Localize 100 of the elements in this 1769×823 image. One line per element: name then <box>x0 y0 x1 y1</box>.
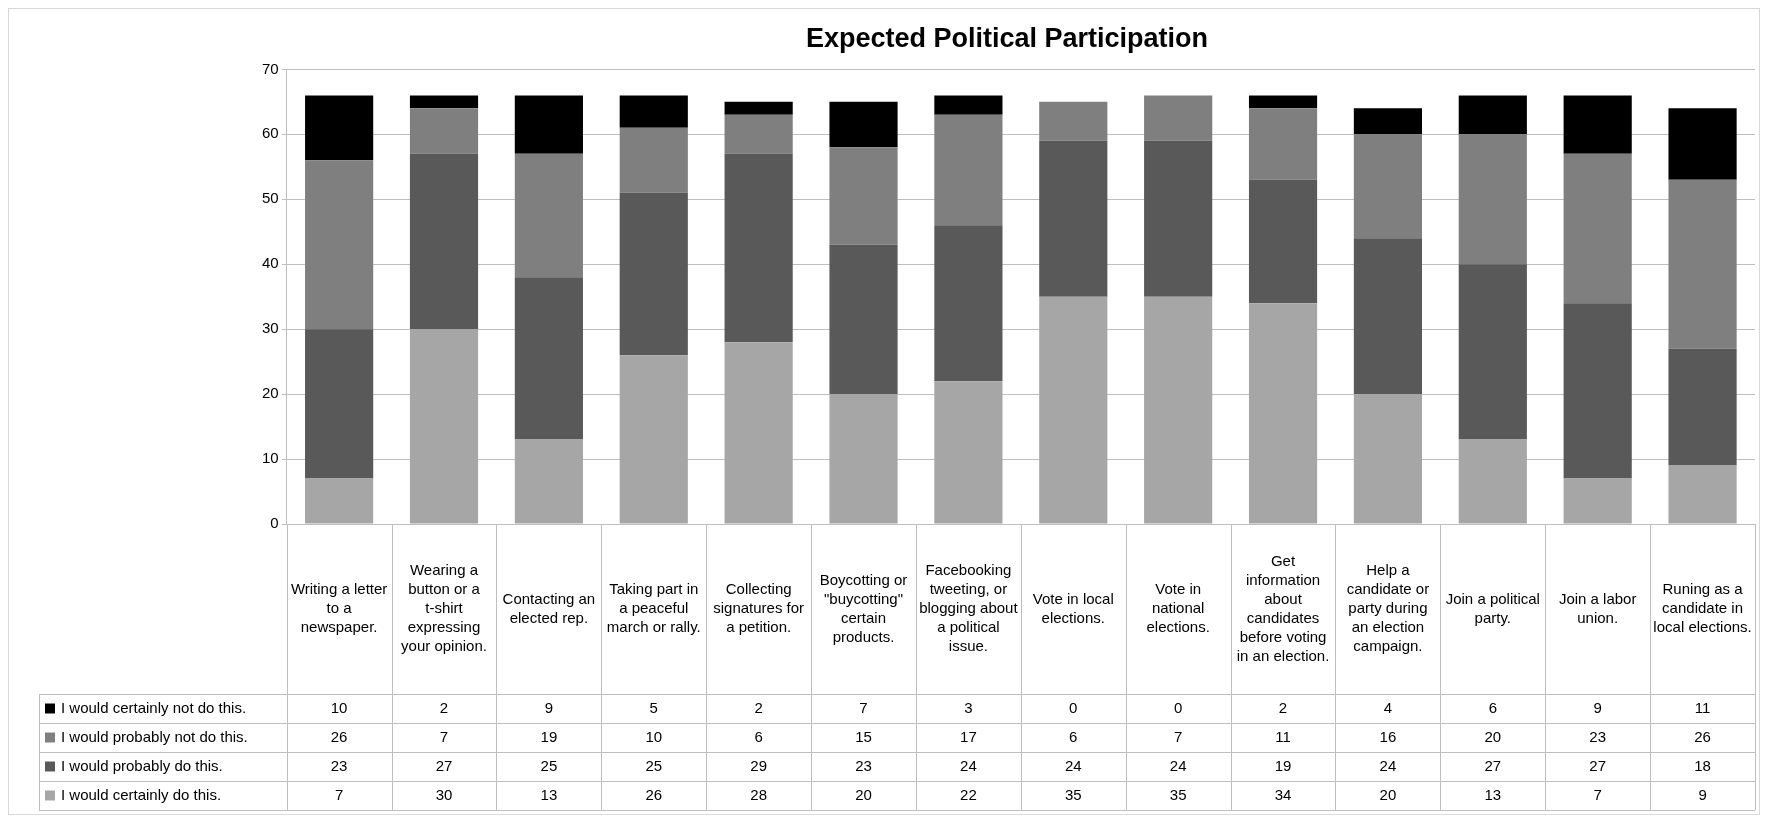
data-label: 23 <box>330 756 348 774</box>
bar <box>409 153 479 330</box>
x-tick-label: Help a candidate or party during an election campaign. <box>1346 561 1430 655</box>
bar <box>724 342 793 524</box>
data-label: 23 <box>855 756 872 774</box>
bar <box>619 127 688 193</box>
data-label: 20 <box>855 785 872 803</box>
bar <box>1353 108 1423 135</box>
legend-label: I would probably not do this. <box>61 727 248 745</box>
data-label: 0 <box>1173 698 1183 716</box>
data-label: 27 <box>1484 756 1502 774</box>
data-label: 24 <box>1169 756 1187 774</box>
data-label: 7 <box>334 785 344 803</box>
x-tick-label: Wearing a button or a t-shirt expressing your opinion. <box>401 561 487 655</box>
bar <box>305 329 374 479</box>
data-label: 10 <box>645 727 663 745</box>
legend-label: I would certainly do this. <box>61 785 222 803</box>
bar <box>1458 439 1527 524</box>
bar <box>1248 95 1318 109</box>
bar <box>1353 238 1423 395</box>
data-label: 35 <box>1064 785 1082 803</box>
chart-title: Expected Political Participation <box>805 22 1209 53</box>
data-label: 29 <box>750 756 767 774</box>
x-tick-label: Boycotting or "buycotting" certain products. <box>819 570 908 645</box>
bar <box>1039 140 1108 297</box>
bar <box>724 153 793 343</box>
data-label: 7 <box>1173 727 1183 745</box>
data-label: 9 <box>1593 698 1602 716</box>
bar <box>1458 95 1527 135</box>
data-label: 17 <box>960 727 977 745</box>
x-tick-label: Join a political party. <box>1445 589 1540 626</box>
data-label: 6 <box>1069 727 1078 745</box>
bar <box>1144 296 1213 524</box>
bar <box>1353 134 1423 239</box>
data-label: 2 <box>439 698 449 716</box>
x-tick-label: Taking part in a peaceful march or rally. <box>606 580 701 636</box>
bar <box>1144 140 1213 297</box>
bar <box>934 114 1003 226</box>
bar <box>1248 179 1318 304</box>
x-tick-label: Contacting an elected rep. <box>502 589 596 626</box>
data-label: 23 <box>1589 727 1607 745</box>
data-label: 24 <box>1064 756 1082 774</box>
data-label: 19 <box>540 727 558 745</box>
bar <box>934 381 1003 524</box>
data-label: 20 <box>1379 785 1397 803</box>
data-label: 10 <box>330 698 348 716</box>
data-label: 22 <box>960 785 977 803</box>
data-label: 24 <box>960 756 977 774</box>
bar <box>1248 303 1318 524</box>
bar <box>619 192 688 356</box>
bar <box>409 108 479 154</box>
data-label: 15 <box>855 727 872 745</box>
legend-label: I would certainly not do this. <box>61 698 247 716</box>
bar <box>1668 179 1737 349</box>
data-label: 9 <box>544 698 554 716</box>
bar <box>619 355 688 524</box>
data-label: 7 <box>859 698 868 716</box>
data-label: 3 <box>964 698 973 716</box>
bar <box>724 101 793 115</box>
data-label: 26 <box>645 785 663 803</box>
data-label: 5 <box>649 698 658 716</box>
y-tick-label: 20 <box>262 384 279 402</box>
bar <box>829 394 898 524</box>
data-label: 26 <box>330 727 348 745</box>
data-label: 26 <box>1694 727 1711 745</box>
bar <box>1563 153 1632 304</box>
data-label: 11 <box>1275 727 1291 745</box>
data-label: 28 <box>750 785 767 803</box>
data-label: 4 <box>1383 698 1393 716</box>
data-label: 25 <box>645 756 663 774</box>
data-label: 2 <box>754 698 763 716</box>
bar <box>1039 101 1108 141</box>
bar <box>829 147 898 245</box>
data-label: 0 <box>1069 698 1078 716</box>
x-tick-label: Collecting signatures for a petition. <box>713 580 805 636</box>
bar <box>1563 303 1632 479</box>
bar <box>409 95 479 109</box>
bar <box>514 95 583 154</box>
bar <box>1563 95 1632 154</box>
bar <box>514 439 583 524</box>
bar <box>1668 465 1737 524</box>
bar <box>934 95 1003 115</box>
bar <box>1668 348 1737 466</box>
data-label: 7 <box>439 727 449 745</box>
bar <box>1039 296 1108 524</box>
data-label: 27 <box>435 756 453 774</box>
x-tick-label: Vote in local elections. <box>1032 589 1114 626</box>
bar <box>1458 264 1527 440</box>
bar <box>829 244 898 395</box>
bar <box>409 329 479 524</box>
data-label: 2 <box>1278 698 1288 716</box>
y-tick-label: 70 <box>262 59 279 77</box>
data-label: 25 <box>540 756 558 774</box>
y-tick-label: 0 <box>270 514 279 532</box>
data-label: 7 <box>1593 785 1602 803</box>
data-label: 35 <box>1169 785 1187 803</box>
bar <box>305 478 374 524</box>
data-label: 13 <box>540 785 558 803</box>
x-tick-label: Runing as a candidate in local elections. <box>1653 580 1752 636</box>
data-label: 11 <box>1694 698 1711 716</box>
